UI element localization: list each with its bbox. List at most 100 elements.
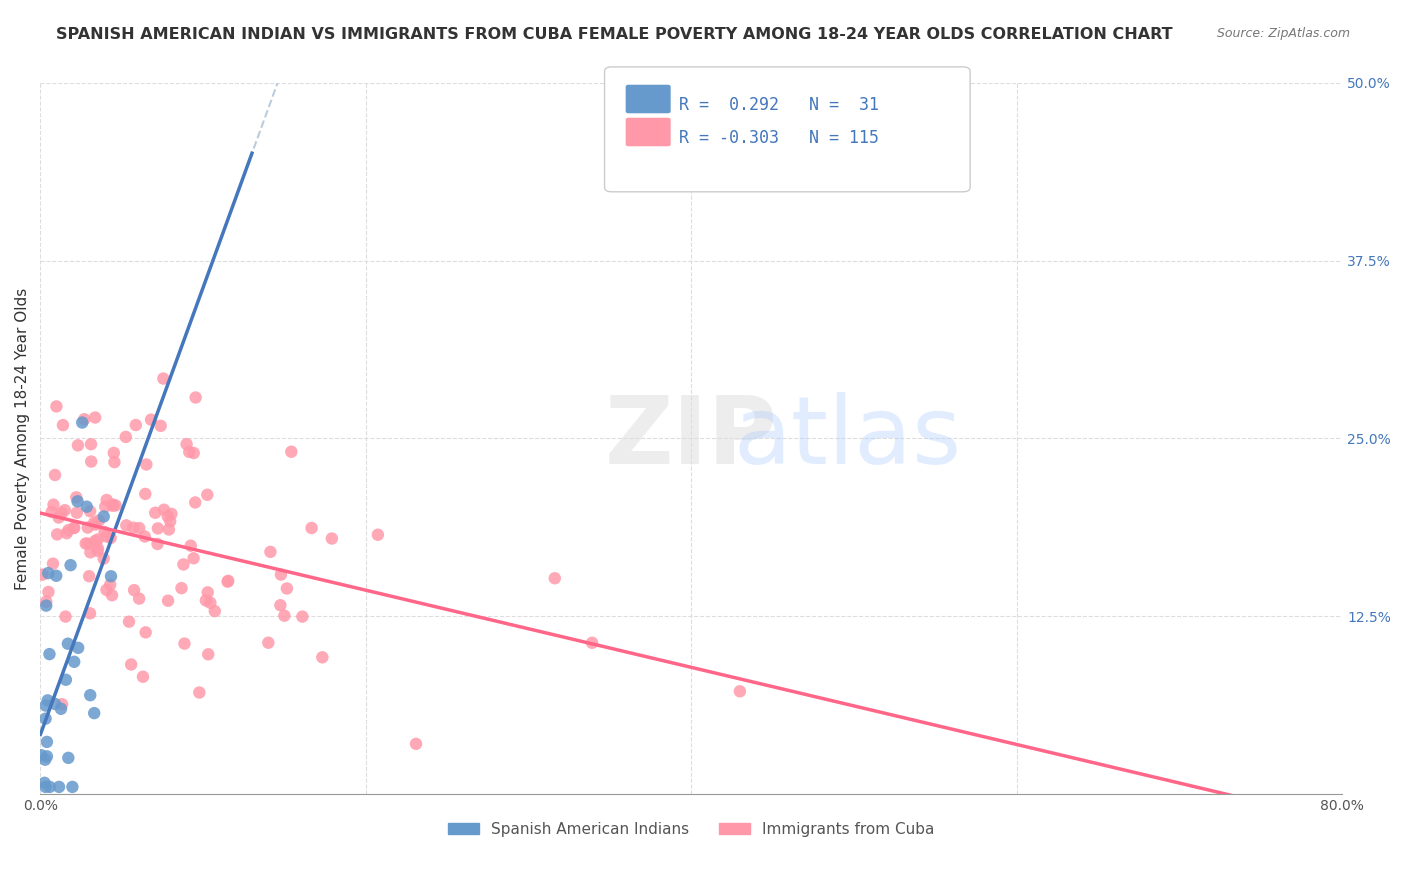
Point xyxy=(46,527,69,541)
Point xyxy=(194,593,217,607)
Point xyxy=(96,493,118,508)
Point xyxy=(146,521,169,535)
Point xyxy=(86,543,108,558)
Point xyxy=(184,391,207,405)
Point xyxy=(52,418,75,433)
Point xyxy=(139,412,162,426)
Point xyxy=(51,697,73,711)
Point xyxy=(60,780,83,794)
Point xyxy=(87,514,110,528)
Point xyxy=(183,446,205,460)
Point xyxy=(44,697,66,711)
Point xyxy=(132,670,155,684)
Y-axis label: Female Poverty Among 18-24 Year Olds: Female Poverty Among 18-24 Year Olds xyxy=(15,287,30,590)
Text: R =  0.292   N =  31: R = 0.292 N = 31 xyxy=(679,96,879,114)
Point xyxy=(134,529,156,543)
Point xyxy=(101,498,124,512)
Point xyxy=(98,578,121,592)
Point xyxy=(77,569,100,583)
Point xyxy=(120,657,142,672)
Point xyxy=(35,595,58,609)
Point xyxy=(86,533,108,547)
Point xyxy=(188,685,211,699)
Point xyxy=(93,509,115,524)
Point xyxy=(321,532,343,546)
Point xyxy=(153,502,176,516)
Point xyxy=(44,467,66,482)
Point xyxy=(170,581,193,595)
Point xyxy=(51,506,73,520)
Point xyxy=(31,567,53,582)
Legend: Spanish American Indians, Immigrants from Cuba: Spanish American Indians, Immigrants fro… xyxy=(441,816,941,843)
Point xyxy=(66,438,89,452)
Point xyxy=(146,537,169,551)
Point xyxy=(311,650,333,665)
Point xyxy=(58,751,80,765)
Point xyxy=(34,776,56,790)
Text: ZIP: ZIP xyxy=(605,392,778,484)
Text: R = -0.303   N = 115: R = -0.303 N = 115 xyxy=(679,129,879,147)
Point xyxy=(45,568,67,582)
Point xyxy=(276,582,298,596)
Point xyxy=(45,400,67,414)
Point xyxy=(149,418,172,433)
Point xyxy=(367,528,389,542)
Point xyxy=(96,582,118,597)
Point xyxy=(125,417,148,432)
Text: atlas: atlas xyxy=(734,392,962,484)
Point xyxy=(160,507,183,521)
Point xyxy=(728,684,751,698)
Point xyxy=(200,596,222,610)
Point xyxy=(34,780,56,794)
Point xyxy=(65,491,87,505)
Point xyxy=(35,749,58,764)
Point xyxy=(94,500,117,514)
Point xyxy=(38,780,60,794)
Point xyxy=(176,437,198,451)
Point xyxy=(103,446,125,460)
Point xyxy=(55,526,77,541)
Point xyxy=(79,504,101,518)
Point xyxy=(66,494,89,508)
Point xyxy=(180,539,202,553)
Point xyxy=(55,673,77,687)
Point xyxy=(544,571,567,585)
Point xyxy=(42,557,65,571)
Point xyxy=(53,503,76,517)
Point xyxy=(135,625,157,640)
Point xyxy=(41,505,63,519)
Point xyxy=(79,607,101,621)
Point xyxy=(70,416,93,430)
Point xyxy=(128,591,150,606)
Point xyxy=(96,529,118,543)
Point xyxy=(38,647,60,661)
Point xyxy=(134,487,156,501)
Point xyxy=(273,608,295,623)
Point xyxy=(157,523,180,537)
Point xyxy=(79,688,101,702)
Point xyxy=(63,521,86,535)
Point xyxy=(30,748,52,763)
Point xyxy=(49,702,72,716)
Point xyxy=(143,506,166,520)
Point xyxy=(204,604,226,618)
Point xyxy=(114,430,136,444)
Point xyxy=(118,615,141,629)
Point xyxy=(48,510,70,524)
Point xyxy=(87,541,110,556)
Point xyxy=(84,410,107,425)
Point xyxy=(405,737,427,751)
Point xyxy=(93,524,115,539)
Point xyxy=(37,693,59,707)
Point xyxy=(197,648,219,662)
Point xyxy=(100,569,122,583)
Point xyxy=(301,521,323,535)
Point xyxy=(101,588,124,602)
Point xyxy=(37,566,59,580)
Point xyxy=(183,551,205,566)
Point xyxy=(56,637,79,651)
Point xyxy=(66,506,89,520)
Point xyxy=(42,498,65,512)
Point xyxy=(63,655,86,669)
Point xyxy=(80,454,103,468)
